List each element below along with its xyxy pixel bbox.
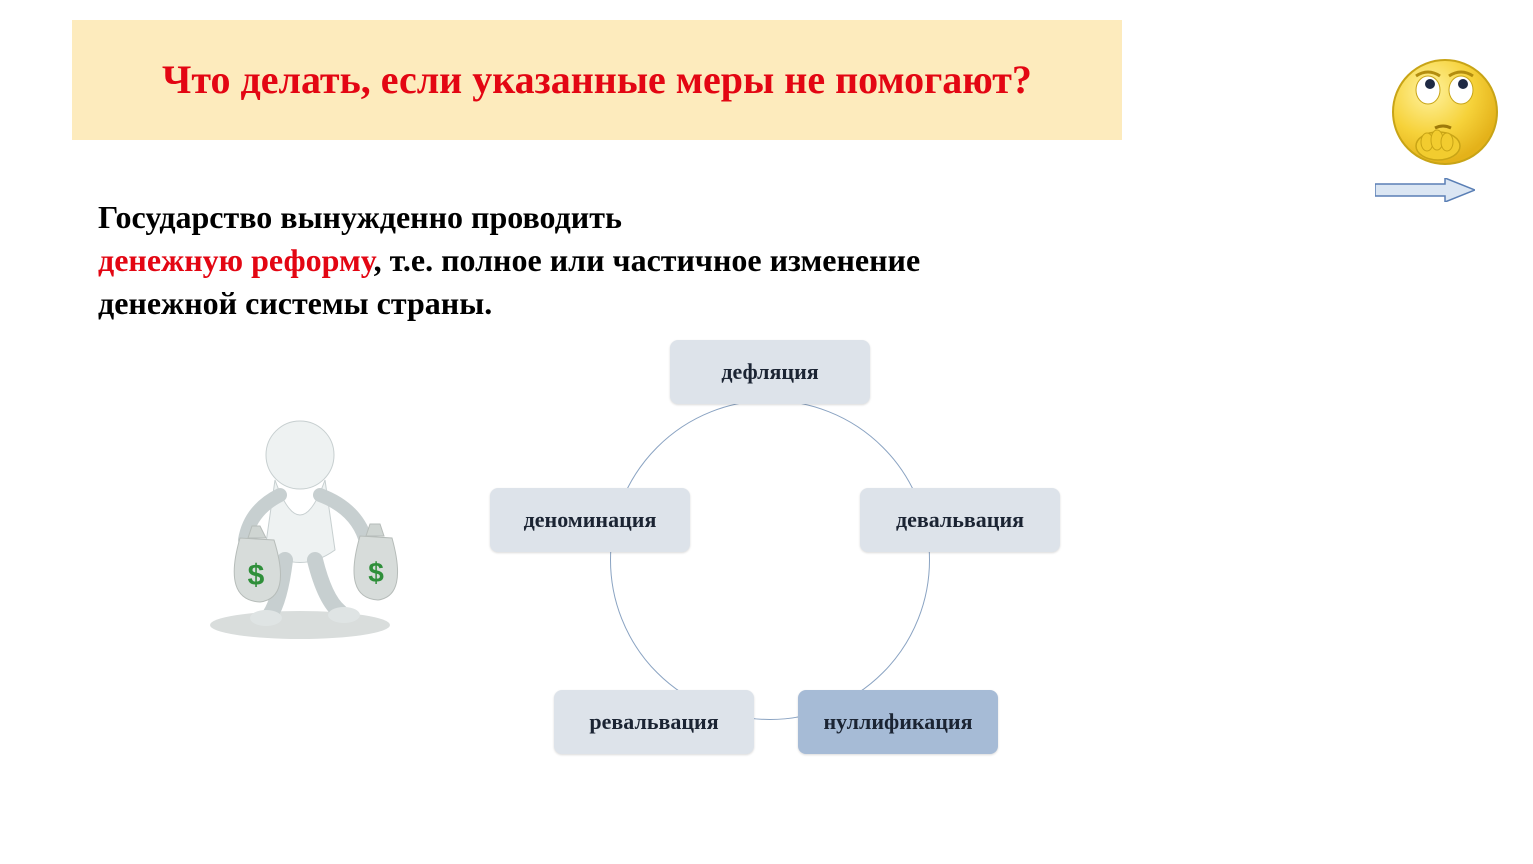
body-highlight: денежную реформу xyxy=(98,242,374,278)
cycle-node-deflation: дефляция xyxy=(670,340,870,404)
cycle-node-revaluation: ревальвация xyxy=(554,690,754,754)
cycle-circle xyxy=(610,400,930,720)
body-line2-rest: , т.е. полное или частичное изменение xyxy=(374,242,921,278)
cycle-node-devaluation: девальвация xyxy=(860,488,1060,552)
page-title: Что делать, если указанные меры не помог… xyxy=(162,55,1032,105)
arrow-right-icon xyxy=(1375,178,1475,202)
body-line1: Государство вынужденно проводить xyxy=(98,199,622,235)
money-figure-icon: $ $ xyxy=(190,400,410,640)
cycle-node-nullification: нуллификация xyxy=(798,690,998,754)
cycle-diagram: дефляциядевальвациянуллификацияревальвац… xyxy=(490,340,1050,820)
thinking-emoji-icon xyxy=(1383,50,1503,170)
body-paragraph: Государство вынужденно проводить денежну… xyxy=(98,196,1178,326)
cycle-node-denomination: деноминация xyxy=(490,488,690,552)
svg-text:$: $ xyxy=(368,557,384,588)
title-banner: Что делать, если указанные меры не помог… xyxy=(72,20,1122,140)
svg-text:$: $ xyxy=(248,559,265,592)
body-line3: денежной системы страны. xyxy=(98,285,492,321)
